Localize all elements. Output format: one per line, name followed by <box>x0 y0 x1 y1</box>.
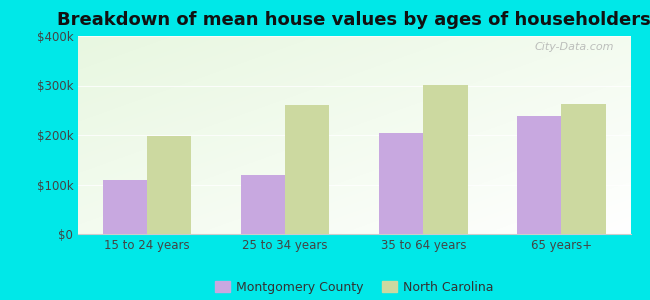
Bar <box>379 133 423 234</box>
Bar <box>147 136 191 234</box>
Bar <box>517 116 562 234</box>
Bar <box>241 175 285 234</box>
Text: City-Data.com: City-Data.com <box>534 42 614 52</box>
Bar <box>423 85 467 234</box>
Title: Breakdown of mean house values by ages of householders: Breakdown of mean house values by ages o… <box>57 11 650 29</box>
Bar <box>562 104 606 234</box>
Bar <box>103 179 147 234</box>
Bar <box>285 105 330 234</box>
Legend: Montgomery County, North Carolina: Montgomery County, North Carolina <box>209 276 499 299</box>
